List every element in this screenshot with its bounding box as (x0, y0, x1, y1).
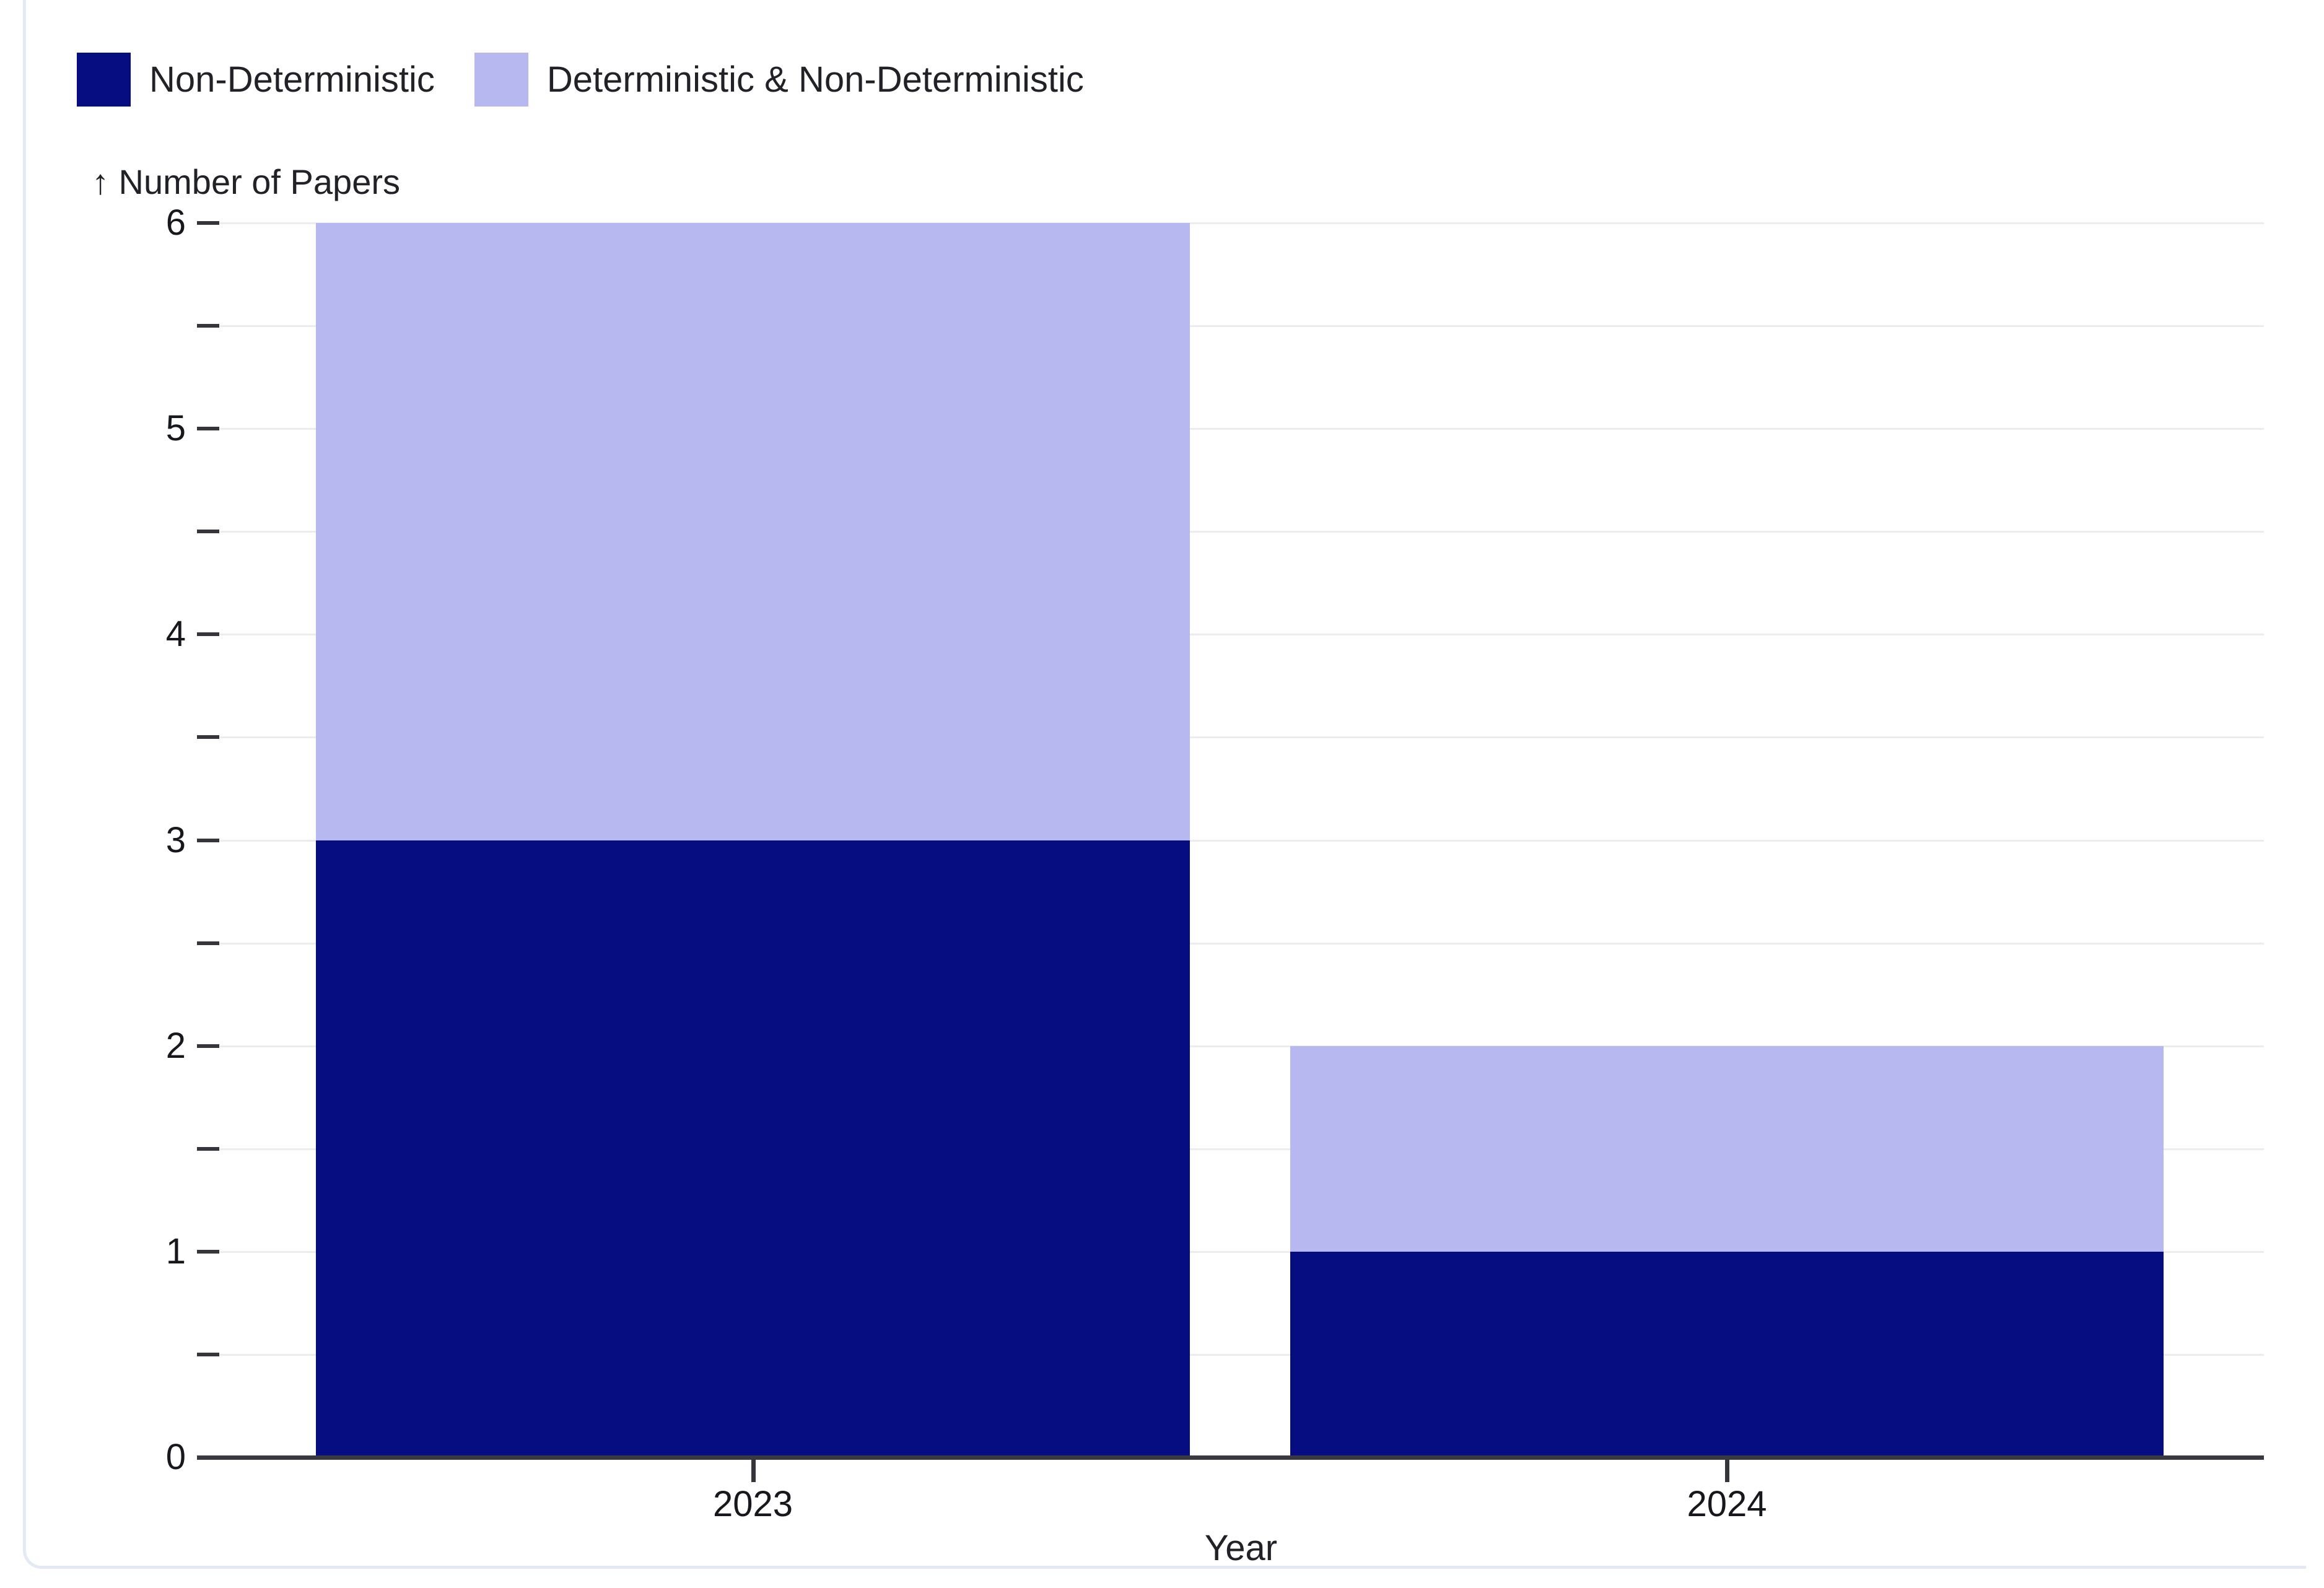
x-axis-title: Year (1204, 1528, 1278, 1568)
y-gridline (220, 1148, 2264, 1150)
y-tick-label: 3 (165, 819, 186, 860)
y-gridline (220, 428, 2264, 430)
legend: Non-Deterministic Deterministic & Non-De… (77, 53, 1084, 107)
y-tick-mark (197, 941, 219, 945)
y-tick-label: 1 (165, 1231, 186, 1272)
y-gridline (220, 531, 2264, 533)
y-gridline (220, 942, 2264, 945)
y-axis-title: ↑ Number of Papers (92, 162, 400, 201)
y-tick-mark (197, 1352, 219, 1356)
y-gridline (220, 736, 2264, 739)
x-tick-label-2023: 2023 (712, 1484, 793, 1524)
y-gridline (220, 839, 2264, 842)
y-tick-mark (197, 221, 219, 225)
legend-item-non-deterministic: Non-Deterministic (77, 53, 435, 107)
x-axis-line (197, 1455, 2264, 1460)
y-gridline (220, 634, 2264, 636)
y-tick-mark (197, 735, 219, 739)
y-gridline (220, 1250, 2264, 1253)
y-gridline (220, 1353, 2264, 1356)
y-tick-mark (197, 838, 219, 842)
y-tick-label: 5 (165, 408, 186, 449)
y-tick-label: 6 (165, 203, 186, 243)
y-tick-mark (197, 324, 219, 328)
y-tick-label: 4 (165, 614, 186, 655)
y-tick-mark (197, 530, 219, 534)
y-tick-mark (197, 1249, 219, 1254)
y-tick-mark (197, 632, 219, 637)
y-gridline (220, 325, 2264, 328)
y-tick-label: 2 (165, 1025, 186, 1066)
y-gridline (220, 222, 2264, 224)
legend-label-deterministic-and-non-deterministic: Deterministic & Non-Deterministic (546, 59, 1084, 100)
y-tick-mark (197, 427, 219, 431)
bar-segment-2023-deterministic-non-deterministic[interactable] (316, 223, 1190, 840)
y-tick-label: 0 (165, 1437, 186, 1477)
bar-segment-2024-deterministic-non-deterministic[interactable] (1290, 1045, 2164, 1252)
x-tick-mark (751, 1459, 756, 1482)
legend-swatch-deterministic-and-non-deterministic (474, 53, 528, 107)
legend-item-deterministic-and-non-deterministic: Deterministic & Non-Deterministic (474, 53, 1084, 107)
y-tick-mark (197, 1146, 219, 1151)
y-gridline (220, 1045, 2264, 1047)
y-tick-mark (197, 1044, 219, 1048)
bar-segment-2024-non-deterministic[interactable] (1290, 1251, 2164, 1457)
x-tick-mark (1725, 1459, 1729, 1482)
legend-swatch-non-deterministic (77, 53, 131, 107)
bar-segment-2023-non-deterministic[interactable] (316, 840, 1190, 1457)
legend-label-non-deterministic: Non-Deterministic (149, 59, 435, 100)
x-tick-label-2024: 2024 (1687, 1484, 1767, 1524)
